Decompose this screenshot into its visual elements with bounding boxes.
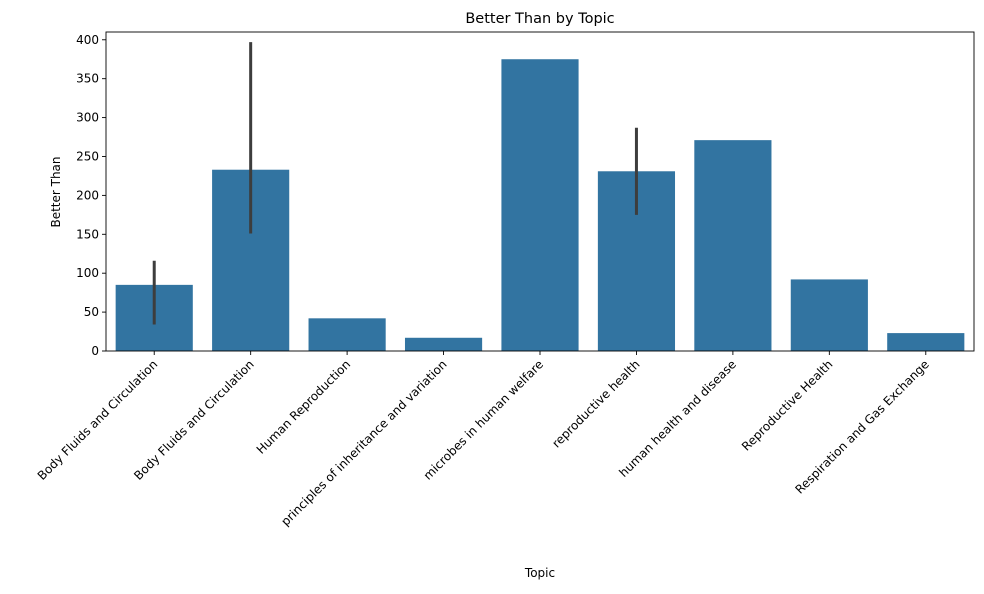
chart-title: Better Than by Topic [465,11,614,27]
x-tick-label: Human Reproduction [254,357,354,457]
y-tick-label: 100 [76,266,99,280]
y-tick-label: 200 [76,188,99,202]
y-axis-label: Better Than [49,156,63,227]
y-tick-label: 0 [91,344,99,358]
x-tick-label: principles of inheritance and variation [278,357,449,528]
y-tick-label: 150 [76,227,99,241]
x-tick-label: reproductive health [549,357,642,450]
bar [404,337,483,351]
bar [501,59,579,351]
y-tick-label: 400 [76,33,99,47]
bar [308,318,386,351]
y-tick-label: 350 [76,72,99,86]
bar [790,279,868,351]
x-axis-label: Topic [524,566,555,580]
bar [887,333,965,351]
x-tick-label: Reproductive Health [739,357,835,453]
bar [694,140,772,351]
x-tick-label: human health and disease [616,357,739,480]
y-tick-label: 300 [76,111,99,125]
y-tick-label: 50 [84,305,99,319]
y-tick-label: 250 [76,149,99,163]
